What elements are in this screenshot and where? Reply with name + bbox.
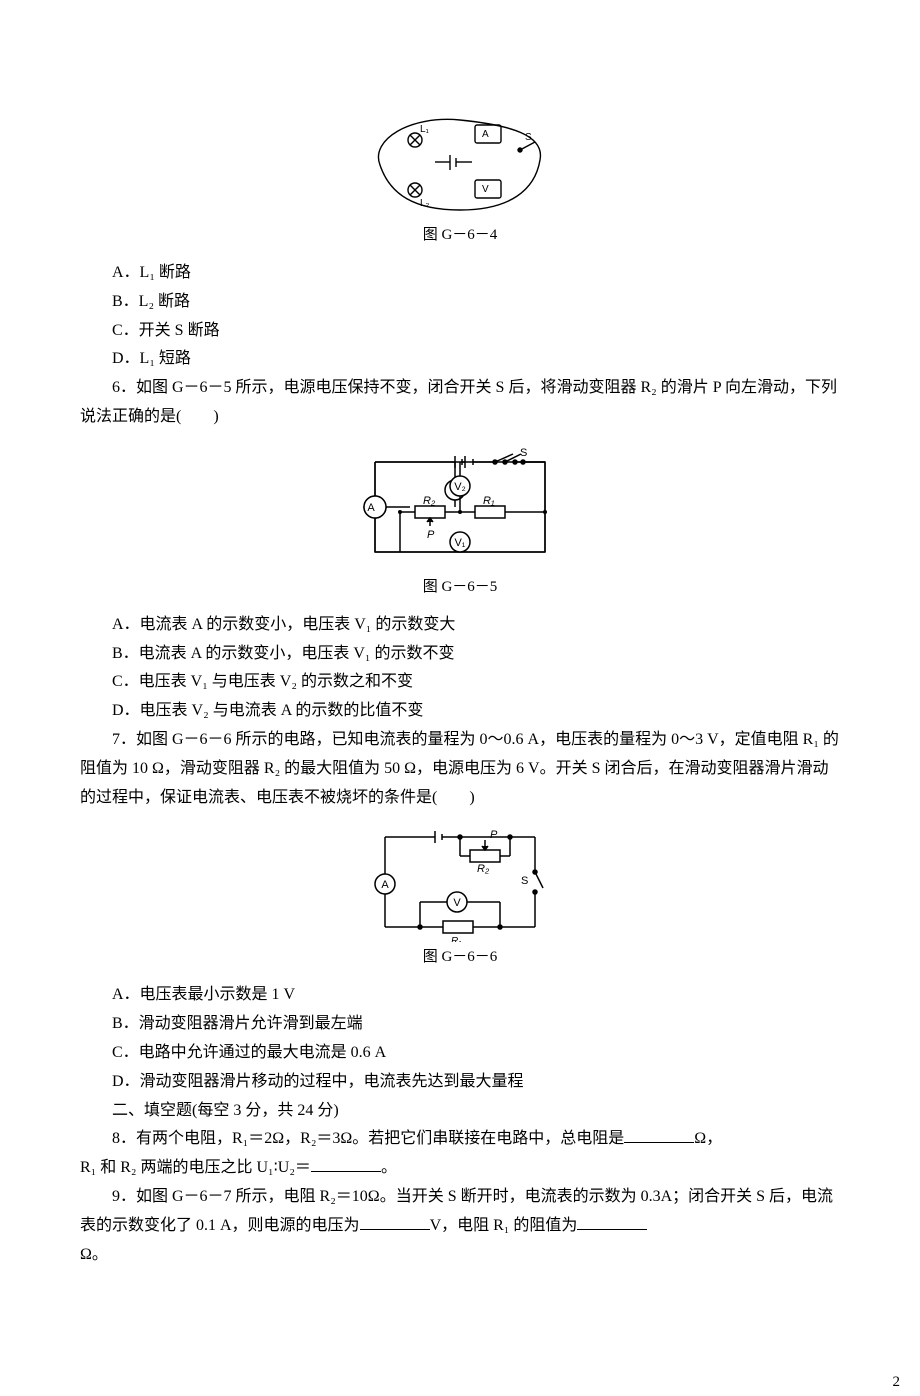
q9-unit1: V，电阻 R₁ 的阻值为 (430, 1217, 578, 1234)
figure-5-caption: 图 G－6－5 (80, 574, 840, 601)
q6-option-a: A．电流表 A 的示数变小，电压表 V₁ 的示数变大 (80, 611, 840, 640)
q9-blank-2 (577, 1213, 647, 1230)
figure-g-6-5: A V₂ V₁ R₂ R₁ P S 图 G－6－5 (80, 442, 840, 601)
q9-line2: Ω。 (80, 1241, 840, 1270)
svg-text:R₂: R₂ (477, 863, 490, 875)
section-2-heading: 二、填空题(每空 3 分，共 24 分) (80, 1097, 840, 1126)
svg-text:A: A (381, 879, 389, 891)
q6-option-b: B．电流表 A 的示数变小，电压表 V₁ 的示数不变 (80, 640, 840, 669)
svg-text:V: V (482, 184, 489, 195)
q6-stem: 6．如图 G－6－5 所示，电源电压保持不变，闭合开关 S 后，将滑动变阻器 R… (80, 374, 840, 432)
svg-text:S: S (520, 447, 527, 459)
svg-text:S: S (525, 132, 532, 143)
circuit-diagram-4: L₁ L₂ S A V (360, 110, 560, 220)
figure-g-6-6: A V R₂ R₁ P S 图 G－6－6 (80, 822, 840, 971)
svg-text:R₁: R₁ (483, 495, 495, 507)
q5-option-b: B．L₂ 断路 (80, 288, 840, 317)
q8-part2: R₁ 和 R₂ 两端的电压之比 U₁∶U₂＝ (80, 1159, 311, 1176)
svg-text:V: V (453, 897, 461, 909)
q8-unit1: Ω， (694, 1130, 722, 1147)
page-number: 2 (0, 1309, 920, 1396)
q7-option-d: D．滑动变阻器滑片移动的过程中，电流表先达到最大量程 (80, 1068, 840, 1097)
circuit-diagram-6: A V R₂ R₁ P S (365, 822, 555, 942)
circuit-diagram-5: A V₂ V₁ R₂ R₁ P S (355, 442, 565, 572)
q9-text: 9．如图 G－6－7 所示，电阻 R₂＝10Ω。当开关 S 断开时，电流表的示数… (80, 1183, 840, 1241)
svg-text:L₂: L₂ (420, 198, 430, 209)
svg-text:L₁: L₁ (420, 124, 430, 135)
svg-text:R₂: R₂ (423, 495, 436, 507)
q5-option-a: A．L₁ 断路 (80, 259, 840, 288)
q7-option-b: B．滑动变阻器滑片允许滑到最左端 (80, 1010, 840, 1039)
svg-text:V₂: V₂ (454, 481, 466, 493)
svg-text:V₁: V₁ (454, 537, 465, 549)
figure-4-caption: 图 G－6－4 (80, 222, 840, 249)
svg-text:A: A (367, 502, 375, 514)
q6-option-d: D．电压表 V₂ 与电流表 A 的示数的比值不变 (80, 697, 840, 726)
q8-tail: 。 (381, 1159, 397, 1176)
q7-stem: 7．如图 G－6－6 所示的电路，已知电流表的量程为 0～0.6 A，电压表的量… (80, 726, 840, 812)
svg-text:S: S (521, 875, 528, 887)
q8-blank-1 (624, 1126, 694, 1143)
q5-option-d: D．L₁ 短路 (80, 345, 840, 374)
q9-tail: Ω。 (80, 1246, 108, 1263)
q6-option-c: C．电压表 V₁ 与电压表 V₂ 的示数之和不变 (80, 668, 840, 697)
q9-blank-1 (360, 1213, 430, 1230)
svg-text:R₁: R₁ (451, 936, 461, 942)
svg-text:P: P (427, 529, 435, 541)
q7-option-c: C．电路中允许通过的最大电流是 0.6 A (80, 1039, 840, 1068)
q8-blank-2 (311, 1155, 381, 1172)
svg-text:P: P (490, 829, 498, 841)
figure-g-6-4: L₁ L₂ S A V 图 G－6－4 (80, 110, 840, 249)
q8-line2: R₁ 和 R₂ 两端的电压之比 U₁∶U₂＝ 。 (80, 1154, 840, 1183)
q5-option-c: C．开关 S 断路 (80, 317, 840, 346)
q8-part1: 8．有两个电阻，R₁＝2Ω，R₂＝3Ω。若把它们串联接在电路中，总电阻是 (112, 1130, 624, 1147)
figure-6-caption: 图 G－6－6 (80, 944, 840, 971)
q7-option-a: A．电压表最小示数是 1 V (80, 981, 840, 1010)
svg-text:A: A (482, 129, 489, 140)
q8-text: 8．有两个电阻，R₁＝2Ω，R₂＝3Ω。若把它们串联接在电路中，总电阻是 Ω， (80, 1125, 840, 1154)
